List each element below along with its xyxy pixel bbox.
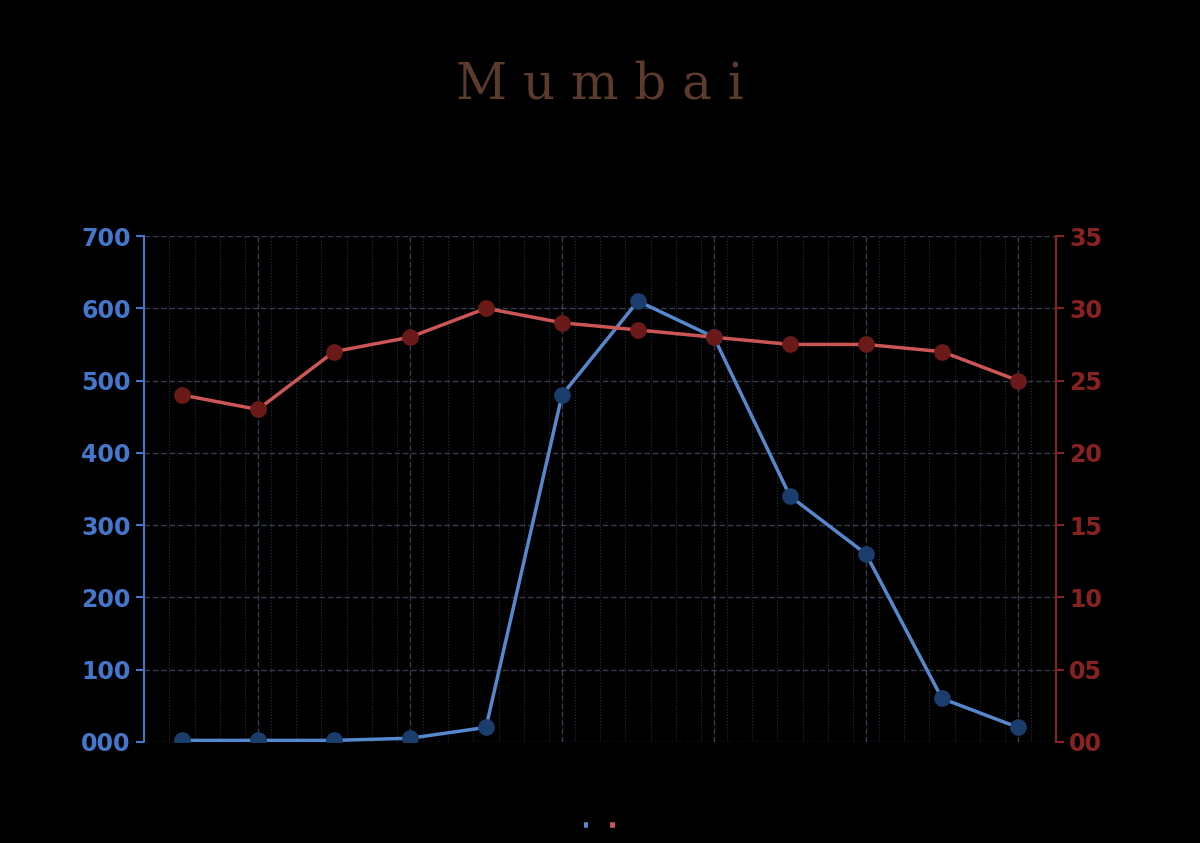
Text: M u m b a i: M u m b a i xyxy=(456,60,744,109)
Legend: , : , xyxy=(583,824,617,825)
